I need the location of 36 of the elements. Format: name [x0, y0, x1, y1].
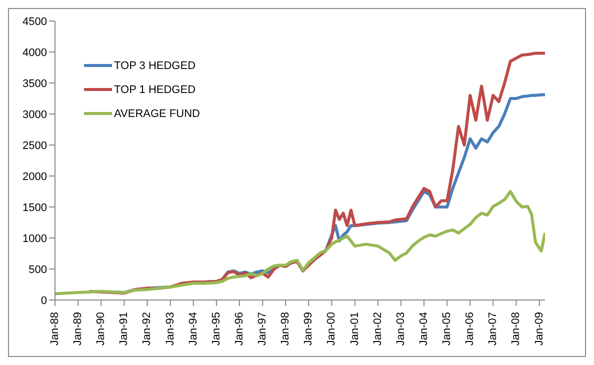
y-tick-label: 2000: [22, 170, 47, 183]
x-tick-label: Jan-07: [487, 312, 500, 346]
x-tick-label: Jan-90: [95, 312, 108, 346]
x-tick-label: Jan-09: [533, 312, 546, 346]
x-tick-label: Jan-92: [141, 312, 154, 346]
x-tick-label: Jan-91: [118, 312, 130, 346]
y-tick-label: 3000: [22, 108, 47, 121]
x-tick-label: Jan-06: [464, 312, 476, 346]
legend-label: TOP 1 HEDGED: [114, 83, 196, 98]
x-tick-label: Jan-95: [210, 312, 222, 346]
legend-label: TOP 3 HEDGED: [114, 59, 196, 74]
x-tick-label: Jan-98: [280, 312, 292, 346]
x-tick-label: Jan-05: [441, 312, 454, 346]
x-tick-label: Jan-02: [372, 312, 384, 346]
y-tick-label: 0: [40, 294, 47, 307]
legend-label: AVERAGE FUND: [114, 107, 200, 122]
x-tick-label: Jan-00: [326, 312, 338, 346]
x-tick-label: Jan-04: [418, 312, 430, 346]
x-tick-label: Jan-94: [187, 312, 200, 346]
y-tick-label: 3500: [22, 78, 47, 90]
y-tick-label: 2500: [22, 140, 47, 152]
x-tick-label: Jan-03: [394, 312, 407, 346]
line-series: [55, 190, 545, 296]
x-tick-label: Jan-08: [510, 312, 522, 346]
y-tick-label: 500: [28, 264, 47, 276]
x-tick-label: Jan-96: [233, 312, 246, 346]
y-tick-label: 1000: [22, 232, 47, 245]
y-tick-label: 1500: [22, 202, 47, 214]
y-tick-label: 4000: [22, 46, 47, 59]
x-tick-label: Jan-93: [164, 312, 176, 346]
x-tick-label: Jan-97: [256, 312, 269, 346]
x-tick-label: Jan-01: [348, 312, 361, 346]
x-tick-label: Jan-88: [49, 312, 61, 346]
x-tick-label: Jan-99: [302, 312, 315, 346]
y-tick-label: 4500: [22, 16, 47, 28]
x-tick-label: Jan-89: [72, 312, 84, 346]
